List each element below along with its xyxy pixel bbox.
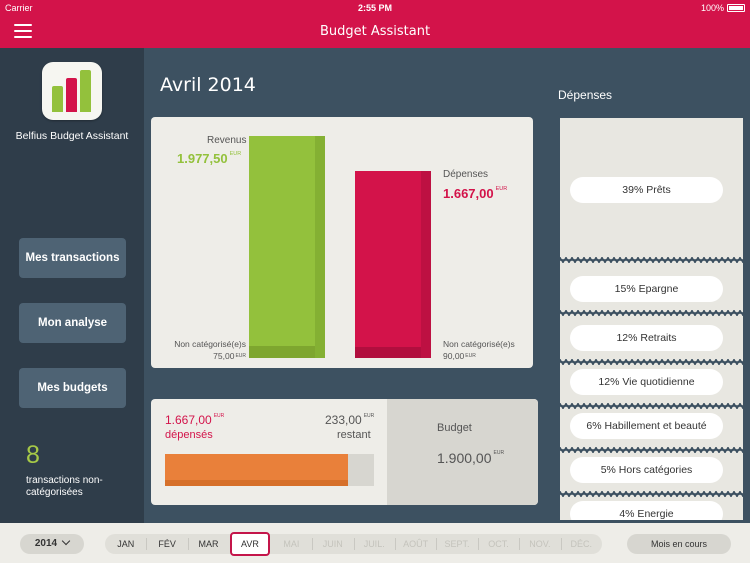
depense-item-retraits[interactable]: 12% Retraits <box>570 325 723 351</box>
depenses-panel-title: Dépenses <box>558 88 613 102</box>
budget-summary: Budget 1.900,00 EUR <box>387 399 538 505</box>
budget-progress-bar <box>165 454 374 486</box>
mes-transactions-button[interactable]: Mes transactions <box>19 238 126 278</box>
status-bar: Carrier 2:55 PM 100% <box>0 0 750 16</box>
remaining-value: 233,00 EUR <box>325 413 375 427</box>
depense-item-habillement[interactable]: 6% Habillement et beauté <box>570 413 723 439</box>
month-8[interactable]: SEPT. <box>444 539 470 549</box>
sidebar: Belfius Budget Assistant Mes transaction… <box>0 48 144 523</box>
month-4[interactable]: MAI <box>283 539 300 549</box>
month-6[interactable]: JUIL. <box>363 539 385 549</box>
battery-icon <box>727 4 745 12</box>
month-divider <box>477 538 479 550</box>
depense-item-prets[interactable]: 39% Prêts <box>570 177 723 203</box>
remaining-label: restant <box>337 429 371 441</box>
month-9[interactable]: OCT. <box>488 539 509 549</box>
uncategorized-count[interactable]: 8 <box>26 441 40 469</box>
divider <box>560 310 743 316</box>
page-title: Budget Assistant <box>319 24 431 39</box>
month-1[interactable]: FÉV <box>158 539 176 549</box>
month-selector: JAN FÉV MAR AVR MAI JUIN JUIL. AOÛT SEPT. OCT. NOV… <box>105 532 602 556</box>
month-10[interactable]: NOV. <box>529 539 551 549</box>
app-name: Belfius Budget Assistant <box>15 130 129 142</box>
month-divider <box>519 538 521 550</box>
timeline-bar: 2014 JAN FÉV MAR AVR MAI JUIN JUIL. AOÛT SEPT. OC… <box>0 523 750 563</box>
spent-label: dépensés <box>165 429 213 441</box>
divider <box>560 359 743 365</box>
budget-total: 1.900,00 EUR <box>437 450 505 466</box>
month-divider <box>312 538 314 550</box>
depense-item-vie-quotidienne[interactable]: 12% Vie quotidienne <box>570 369 723 395</box>
revenus-uncategorized: Non catégorisé(e)s 75,00EUR <box>174 339 246 361</box>
uncategorized-label[interactable]: transactions non-catégorisées <box>26 475 103 498</box>
year-selector[interactable]: 2014 <box>20 534 84 554</box>
depense-item-energie[interactable]: 4% Energie <box>570 501 723 520</box>
spent-value: 1.667,00 EUR <box>165 413 225 427</box>
income-expense-chart: Revenus 1.977,50 EUR Dépenses 1.667,00 EUR… <box>151 117 533 368</box>
divider <box>560 447 743 453</box>
month-5[interactable]: JUIN <box>322 539 343 549</box>
status-time: 2:55 PM <box>357 3 392 13</box>
month-divider <box>187 538 189 550</box>
depense-item-epargne[interactable]: 15% Epargne <box>570 276 723 302</box>
nav-bar: Budget Assistant <box>0 16 750 48</box>
battery-percent: 100% <box>700 3 724 13</box>
month-title: Avril 2014 <box>160 74 256 96</box>
depenses-label: Dépenses <box>443 169 489 180</box>
month-divider <box>436 538 438 550</box>
divider <box>560 403 743 409</box>
depenses-list: 39% Prêts 15% Epargne 12% Retraits 12% V… <box>560 118 743 520</box>
mon-analyse-button[interactable]: Mon analyse <box>19 303 126 343</box>
mes-budgets-button[interactable]: Mes budgets <box>19 368 126 408</box>
month-7[interactable]: AOÛT <box>403 539 429 549</box>
budget-card[interactable]: 1.667,00 EUR dépensés 233,00 EUR restant B… <box>151 399 538 505</box>
month-0[interactable]: JAN <box>117 539 135 549</box>
revenus-value: 1.977,50 EUR <box>177 151 242 166</box>
month-divider <box>394 538 396 550</box>
depense-item-hors-categories[interactable]: 5% Hors catégories <box>570 457 723 483</box>
hamburger-menu-icon[interactable] <box>14 24 32 40</box>
month-divider <box>146 538 148 550</box>
app-logo-icon <box>42 62 102 120</box>
depenses-value: 1.667,00 EUR <box>443 186 508 201</box>
budget-progress-fill <box>165 454 349 486</box>
divider <box>560 491 743 497</box>
depenses-bar[interactable] <box>355 171 432 358</box>
budget-label: Budget <box>437 422 472 434</box>
revenus-bar[interactable] <box>249 136 326 358</box>
month-divider <box>560 538 562 550</box>
divider <box>560 257 743 263</box>
carrier-label: Carrier <box>5 3 33 13</box>
month-divider <box>353 538 355 550</box>
revenus-label: Revenus <box>207 135 247 146</box>
month-3[interactable]: AVR <box>229 532 270 556</box>
current-month-button[interactable]: Mois en cours <box>627 534 731 554</box>
depenses-uncategorized: Non catégorisé(e)s 90,00EUR <box>443 339 515 361</box>
month-11[interactable]: DÉC. <box>570 539 593 549</box>
chevron-down-icon <box>61 536 71 546</box>
month-2[interactable]: MAR <box>198 539 219 549</box>
